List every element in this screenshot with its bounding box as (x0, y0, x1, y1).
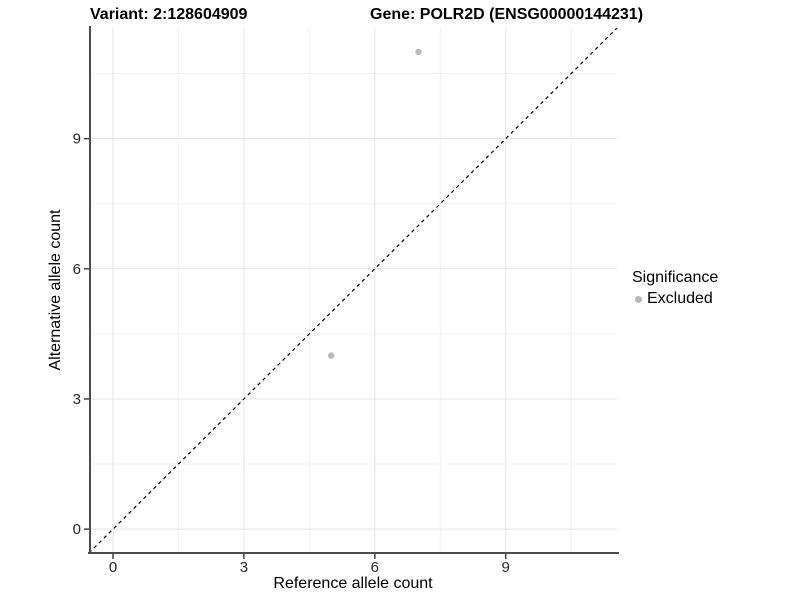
x-tick-label: 9 (502, 559, 510, 576)
variant-title: Variant: 2:128604909 (90, 6, 248, 23)
y-tick-label: 6 (73, 261, 81, 278)
gene-title: Gene: POLR2D (ENSG00000144231) (370, 6, 644, 23)
y-tick-label: 0 (73, 521, 81, 538)
y-tick-label: 9 (73, 131, 81, 148)
x-axis-title: Reference allele count (273, 575, 433, 592)
legend-key-dot (635, 295, 642, 303)
legend: Significance Excluded (632, 269, 718, 308)
x-tick-label: 6 (371, 559, 379, 576)
legend-item: Excluded (632, 290, 718, 308)
legend-title: Significance (632, 269, 719, 286)
x-tick-label: 0 (109, 559, 117, 576)
data-point (327, 352, 335, 359)
x-tick-label: 3 (240, 559, 248, 576)
data-point (415, 48, 422, 56)
legend-item-label: Excluded (647, 290, 713, 307)
y-tick-label: 3 (73, 391, 81, 408)
y-axis-title: Alternative allele count (47, 209, 64, 371)
identity-dashed-line (88, 27, 618, 554)
